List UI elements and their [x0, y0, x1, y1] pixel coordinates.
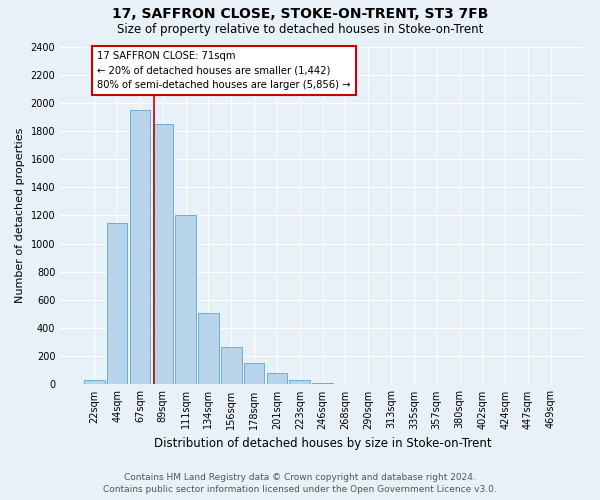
- Text: 17, SAFFRON CLOSE, STOKE-ON-TRENT, ST3 7FB: 17, SAFFRON CLOSE, STOKE-ON-TRENT, ST3 7…: [112, 8, 488, 22]
- Bar: [130, 110, 150, 384]
- Y-axis label: Number of detached properties: Number of detached properties: [15, 128, 25, 303]
- Bar: [175, 216, 196, 384]
- Text: Contains HM Land Registry data © Crown copyright and database right 2024.
Contai: Contains HM Land Registry data © Crown c…: [103, 472, 497, 494]
- Bar: [221, 347, 242, 385]
- X-axis label: Distribution of detached houses by size in Stoke-on-Trent: Distribution of detached houses by size …: [154, 437, 491, 450]
- Bar: [107, 222, 127, 384]
- Text: Size of property relative to detached houses in Stoke-on-Trent: Size of property relative to detached ho…: [117, 22, 483, 36]
- Bar: [84, 380, 104, 384]
- Bar: [313, 383, 333, 384]
- Bar: [266, 373, 287, 384]
- Bar: [152, 124, 173, 384]
- Bar: [289, 380, 310, 384]
- Text: 17 SAFFRON CLOSE: 71sqm
← 20% of detached houses are smaller (1,442)
80% of semi: 17 SAFFRON CLOSE: 71sqm ← 20% of detache…: [97, 50, 350, 90]
- Bar: [244, 364, 265, 384]
- Bar: [198, 312, 219, 384]
